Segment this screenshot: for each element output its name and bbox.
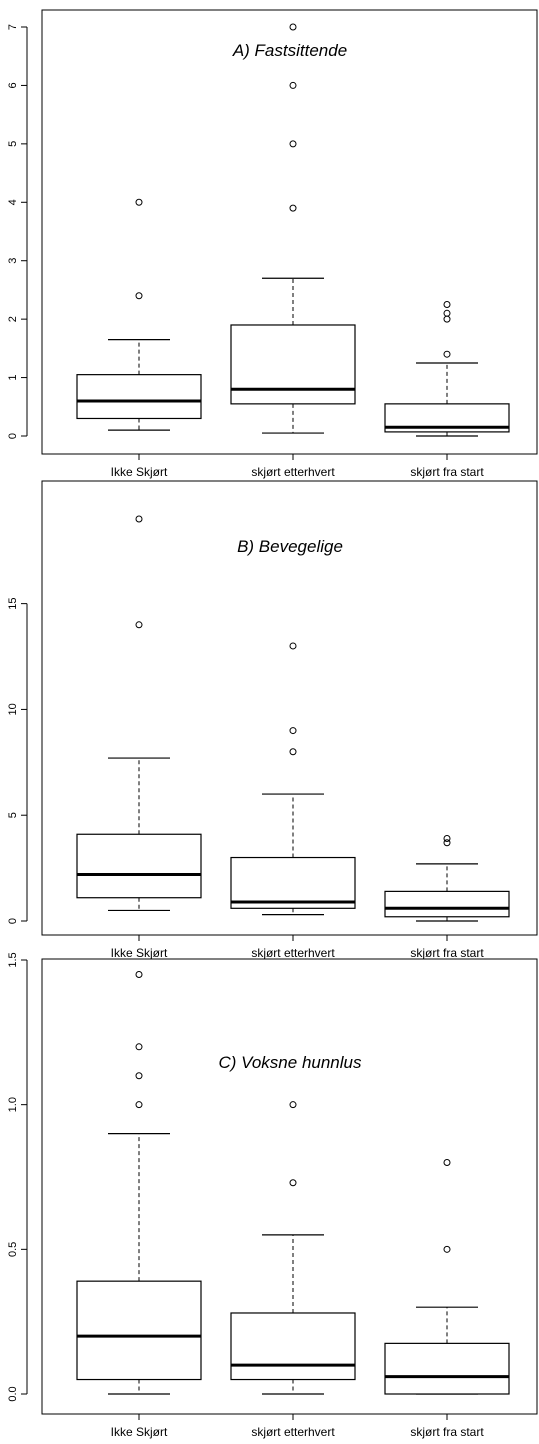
y-tick-label: 1	[7, 375, 19, 381]
y-tick-label: 1.5	[7, 952, 19, 967]
outlier-point	[443, 350, 451, 358]
x-category-label: skjørt etterhvert	[251, 1425, 335, 1439]
outlier-point	[135, 1101, 143, 1109]
panel-1: 0 1 2 3 4 5 6 7 A) Fastsittende Ikke Skjørt skjørt…	[7, 9, 538, 479]
iqr-box	[384, 890, 510, 918]
outlier-point	[135, 621, 143, 629]
box-group	[76, 198, 202, 431]
y-tick-label: 3	[7, 258, 19, 264]
panel-title: A) Fastsittende	[232, 41, 347, 60]
y-tick-label: 0	[7, 918, 19, 924]
x-category-label: skjørt fra start	[410, 1425, 484, 1439]
outlier-point	[289, 204, 297, 212]
box-group	[230, 23, 356, 434]
outlier-point	[135, 515, 143, 523]
outlier-point	[135, 1043, 143, 1051]
y-tick-label: 0	[7, 433, 19, 439]
outlier-point	[289, 748, 297, 756]
box-group	[384, 301, 510, 437]
outlier-point	[289, 642, 297, 650]
outlier-point	[289, 1179, 297, 1187]
iqr-box	[76, 374, 202, 420]
outlier-point	[443, 315, 451, 323]
panel-2: 0 5 10 15 B) Bevegelige Ikke Skjørt skjørt ett…	[7, 480, 538, 960]
iqr-box	[384, 1342, 510, 1395]
outlier-point	[443, 1159, 451, 1167]
x-category-label: skjørt etterhvert	[251, 465, 335, 479]
outlier-point	[135, 198, 143, 206]
iqr-box	[230, 324, 356, 405]
outlier-point	[443, 834, 451, 842]
outlier-point	[135, 970, 143, 978]
x-category-label: skjørt fra start	[410, 465, 484, 479]
box-group	[230, 642, 356, 916]
outlier-point	[135, 292, 143, 300]
y-tick-label: 1.0	[7, 1097, 19, 1112]
y-tick-label: 0.0	[7, 1386, 19, 1401]
y-tick-label: 5	[7, 141, 19, 147]
y-tick-label: 2	[7, 316, 19, 322]
y-tick-label: 5	[7, 812, 19, 818]
outlier-point	[289, 727, 297, 735]
x-category-label: Ikke Skjørt	[111, 946, 168, 960]
panel-title: B) Bevegelige	[237, 537, 343, 556]
y-tick-label: 10	[7, 703, 19, 715]
y-tick-label: 0.5	[7, 1242, 19, 1257]
box-group	[230, 1101, 356, 1395]
box-group	[384, 834, 510, 922]
y-tick-label: 4	[7, 199, 19, 205]
outlier-point	[443, 839, 451, 847]
iqr-box	[76, 833, 202, 899]
outlier-point	[289, 140, 297, 148]
box-group	[76, 515, 202, 912]
iqr-box	[76, 1280, 202, 1381]
y-tick-label: 15	[7, 598, 19, 610]
outlier-point	[443, 1245, 451, 1253]
y-tick-label: 7	[7, 24, 19, 30]
outlier-point	[289, 1101, 297, 1109]
y-tick-label: 6	[7, 82, 19, 88]
panel-3: 0.0 0.5 1.0 1.5 C) Voksne hunnlus Ikke Skjørt…	[7, 952, 538, 1439]
panel-title: C) Voksne hunnlus	[218, 1053, 362, 1072]
box-group	[384, 1159, 510, 1395]
outlier-point	[443, 309, 451, 317]
iqr-box	[230, 1312, 356, 1381]
outlier-point	[135, 1072, 143, 1080]
x-category-label: skjørt fra start	[410, 946, 484, 960]
x-category-label: Ikke Skjørt	[111, 465, 168, 479]
iqr-box	[230, 856, 356, 909]
box-group	[76, 970, 202, 1395]
outlier-point	[289, 81, 297, 89]
outlier-point	[289, 23, 297, 31]
x-category-label: skjørt etterhvert	[251, 946, 335, 960]
outlier-point	[443, 301, 451, 309]
x-category-label: Ikke Skjørt	[111, 1425, 168, 1439]
